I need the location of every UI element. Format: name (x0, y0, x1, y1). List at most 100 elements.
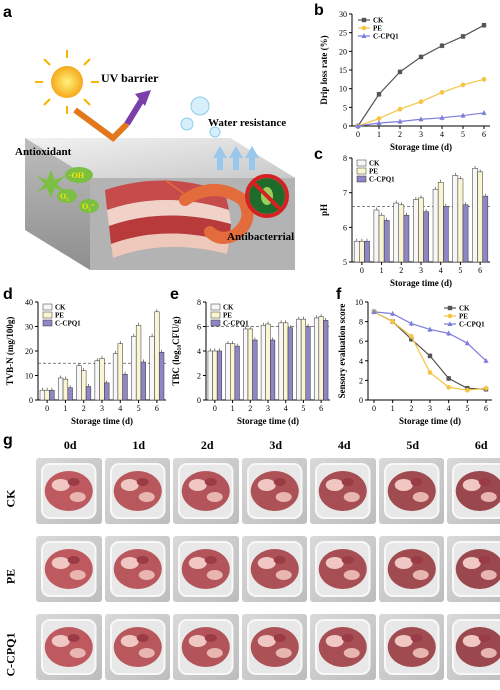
bar (418, 197, 424, 263)
data-point (397, 69, 403, 75)
x-tick-label: 3 (428, 404, 432, 413)
panel-label-g: g (3, 432, 13, 449)
data-point (439, 114, 445, 120)
up-arrows-icon (213, 146, 259, 170)
fat-marbling (462, 635, 481, 647)
fat-marbling (343, 570, 360, 580)
bar (234, 345, 240, 401)
meat-sample-image (178, 541, 234, 597)
x-tick-label: 4 (440, 130, 444, 139)
bar (323, 320, 329, 401)
y-tick-label: 8 (359, 318, 363, 327)
fat-marbling (69, 492, 86, 502)
meat-sample-photo (104, 536, 170, 602)
uv-arrow-icon (135, 90, 151, 106)
data-point (481, 23, 487, 28)
lean-muscle (67, 478, 80, 486)
y-tick-label: 0 (197, 396, 201, 405)
fat-marbling (325, 557, 344, 569)
fat-marbling (188, 557, 207, 569)
legend-label: CK (373, 17, 384, 25)
x-tick-label: 1 (231, 404, 235, 413)
fat-marbling (257, 557, 276, 569)
x-axis-title: Storage time (d) (399, 416, 461, 426)
meat-piece (318, 627, 367, 667)
x-axis-title: Storage time (d) (390, 142, 452, 152)
meat-sample-image (109, 619, 165, 675)
shrimp-icon (164, 179, 254, 244)
x-tick-label: 5 (137, 404, 141, 413)
legend-label: C-CPQ1 (459, 321, 485, 329)
bar (423, 211, 429, 263)
x-axis-title: Storage time (d) (390, 278, 452, 288)
bar (104, 382, 110, 401)
x-tick-label: 4 (439, 266, 443, 275)
x-tick-label: 6 (155, 404, 159, 413)
y-tick-label: 20 (339, 47, 347, 56)
bar (300, 318, 306, 401)
meat-piece (44, 549, 93, 589)
x-tick-label: 4 (447, 404, 451, 413)
bar (432, 188, 439, 263)
panel-label-f: f (336, 286, 342, 303)
meat-sample-photo (104, 458, 170, 524)
bar (353, 240, 360, 263)
bar (117, 343, 123, 401)
meat-sample-image (452, 619, 500, 675)
y-axis-title: Drip loss rate (%) (319, 35, 329, 104)
fat-marbling (343, 648, 360, 658)
lean-muscle (273, 556, 286, 564)
bar (243, 328, 249, 401)
data-point (446, 384, 451, 390)
data-point (481, 77, 487, 82)
bar (85, 386, 92, 401)
lean-muscle (478, 634, 491, 642)
bar (477, 171, 483, 263)
legend-label: C-CPQ1 (223, 320, 249, 328)
meat-sample-image (383, 463, 439, 519)
chart-tbc: 0 2 4 6 8 Storage time (d) TBC (log₁₀CFU/g) 0 1 2… (171, 298, 330, 426)
bar (58, 377, 64, 401)
sample-row-label: C-CPQ1 (3, 632, 18, 677)
bar (359, 240, 365, 263)
superoxide-label: O₂⁻ (82, 202, 95, 211)
fat-marbling (480, 648, 497, 658)
meat-sample-image (246, 541, 302, 597)
data-point (465, 387, 470, 393)
data-point (427, 370, 433, 375)
x-tick-label: 5 (461, 130, 465, 139)
y-tick-label: 0 (29, 396, 33, 405)
meat-sample-photo (36, 536, 102, 602)
meat-piece (387, 471, 436, 511)
data-point (376, 120, 382, 126)
legend-marker (361, 17, 367, 23)
x-tick-label: 4 (284, 404, 288, 413)
x-tick-label: 1 (377, 130, 381, 139)
y-tick-label: 8 (343, 154, 347, 163)
x-tick-label: 3 (419, 130, 423, 139)
bar (413, 199, 419, 263)
legend-marker (447, 313, 453, 319)
legend-swatch (42, 303, 53, 311)
x-tick-label: 5 (458, 266, 462, 275)
x-tick-label: 6 (484, 404, 488, 413)
fat-marbling (412, 570, 429, 580)
data-point (355, 123, 361, 128)
meat-piece (113, 471, 162, 511)
legend-label: CK (459, 305, 470, 313)
y-tick-label: 10 (25, 372, 33, 381)
meat-sample-photo (173, 536, 239, 602)
panel-label-b: b (314, 2, 324, 19)
bar (437, 182, 444, 263)
data-point (460, 34, 466, 39)
y-axis-title: TBC (log₁₀CFU/g) (171, 316, 181, 385)
data-point (390, 319, 395, 324)
fat-marbling (412, 492, 429, 502)
day-column-header: 4d (337, 438, 351, 452)
fat-marbling (138, 570, 155, 580)
bar (140, 361, 146, 401)
meat-sample-image (315, 541, 371, 597)
panel-label-e: e (170, 286, 179, 303)
legend-marker (361, 33, 367, 38)
